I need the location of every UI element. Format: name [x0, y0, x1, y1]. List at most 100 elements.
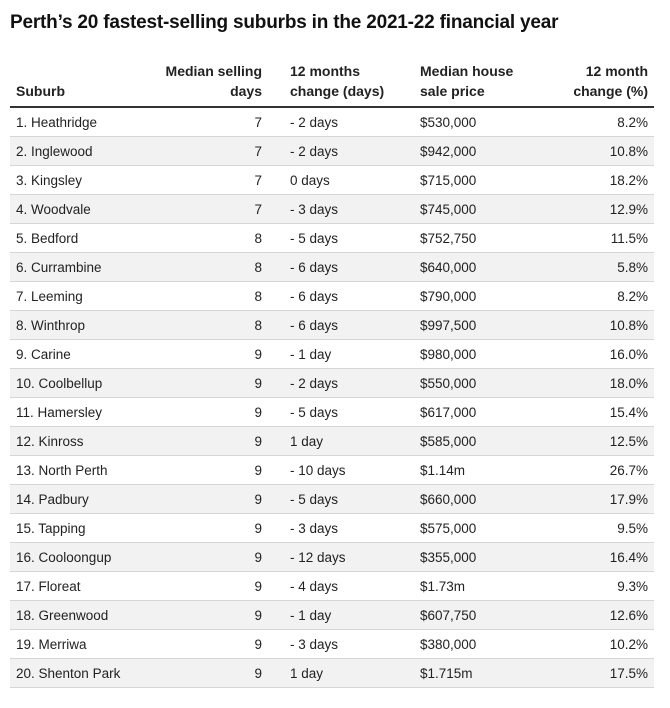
table-row: 19. Merriwa 9- 3 days $380,000 10.2%	[10, 630, 654, 659]
cell-median-selling-days: 7	[150, 195, 268, 224]
table-row: 7. Leeming 8- 6 days $790,000 8.2%	[10, 282, 654, 311]
header-median-selling-days: Median selling days	[150, 61, 268, 107]
header-12-months-change-days: 12 months change (days)	[268, 61, 398, 107]
cell-median-house-sale-price: $997,500	[398, 311, 548, 340]
cell-12-month-change-pct: 18.2%	[548, 166, 654, 195]
table-row: 12. Kinross 9 1 day $585,000 12.5%	[10, 427, 654, 456]
cell-median-selling-days: 9	[150, 601, 268, 630]
cell-median-selling-days: 8	[150, 224, 268, 253]
cell-12-month-change-pct: 10.8%	[548, 137, 654, 166]
cell-median-selling-days: 9	[150, 659, 268, 688]
cell-median-selling-days: 8	[150, 311, 268, 340]
cell-12-month-change-pct: 8.2%	[548, 107, 654, 137]
cell-suburb: 2. Inglewood	[10, 137, 150, 166]
cell-suburb: 17. Floreat	[10, 572, 150, 601]
cell-median-selling-days: 8	[150, 282, 268, 311]
cell-median-house-sale-price: $1.715m	[398, 659, 548, 688]
cell-suburb: 6. Currambine	[10, 253, 150, 282]
cell-12-month-change-pct: 12.9%	[548, 195, 654, 224]
cell-median-house-sale-price: $585,000	[398, 427, 548, 456]
cell-12-months-change-days: - 2 days	[268, 107, 398, 137]
cell-12-month-change-pct: 10.8%	[548, 311, 654, 340]
cell-median-house-sale-price: $355,000	[398, 543, 548, 572]
data-table: Suburb Median selling days 12 months cha…	[10, 61, 654, 688]
cell-median-selling-days: 9	[150, 572, 268, 601]
cell-suburb: 13. North Perth	[10, 456, 150, 485]
cell-suburb: 1. Heathridge	[10, 107, 150, 137]
cell-median-selling-days: 9	[150, 398, 268, 427]
table-row: 8. Winthrop 8- 6 days $997,500 10.8%	[10, 311, 654, 340]
cell-median-house-sale-price: $617,000	[398, 398, 548, 427]
table-row: 4. Woodvale 7- 3 days $745,000 12.9%	[10, 195, 654, 224]
table-row: 1. Heathridge 7- 2 days $530,000 8.2%	[10, 107, 654, 137]
cell-median-selling-days: 9	[150, 456, 268, 485]
cell-median-house-sale-price: $1.73m	[398, 572, 548, 601]
table-body: 1. Heathridge 7- 2 days $530,000 8.2% 2. Ing…	[10, 107, 654, 688]
cell-median-selling-days: 9	[150, 369, 268, 398]
cell-12-months-change-days: - 3 days	[268, 195, 398, 224]
cell-suburb: 20. Shenton Park	[10, 659, 150, 688]
cell-suburb: 12. Kinross	[10, 427, 150, 456]
table-row: 2. Inglewood 7- 2 days $942,000 10.8%	[10, 137, 654, 166]
cell-median-house-sale-price: $660,000	[398, 485, 548, 514]
table-row: 9. Carine 9- 1 day $980,000 16.0%	[10, 340, 654, 369]
cell-suburb: 19. Merriwa	[10, 630, 150, 659]
cell-suburb: 11. Hamersley	[10, 398, 150, 427]
header-row: Suburb Median selling days 12 months cha…	[10, 61, 654, 107]
cell-12-months-change-days: - 1 day	[268, 340, 398, 369]
table-card: Perth’s 20 fastest-selling suburbs in th…	[0, 0, 670, 688]
cell-median-house-sale-price: $1.14m	[398, 456, 548, 485]
cell-suburb: 4. Woodvale	[10, 195, 150, 224]
cell-12-month-change-pct: 9.5%	[548, 514, 654, 543]
header-median-house-sale-price: Median house sale price	[398, 61, 548, 107]
cell-12-month-change-pct: 16.0%	[548, 340, 654, 369]
cell-median-house-sale-price: $530,000	[398, 107, 548, 137]
cell-median-selling-days: 9	[150, 514, 268, 543]
cell-suburb: 5. Bedford	[10, 224, 150, 253]
cell-12-month-change-pct: 12.5%	[548, 427, 654, 456]
cell-median-house-sale-price: $752,750	[398, 224, 548, 253]
cell-median-selling-days: 9	[150, 340, 268, 369]
cell-12-month-change-pct: 8.2%	[548, 282, 654, 311]
cell-median-house-sale-price: $790,000	[398, 282, 548, 311]
cell-12-month-change-pct: 5.8%	[548, 253, 654, 282]
cell-median-house-sale-price: $550,000	[398, 369, 548, 398]
table-row: 13. North Perth 9- 10 days $1.14m 26.7%	[10, 456, 654, 485]
cell-12-month-change-pct: 26.7%	[548, 456, 654, 485]
cell-12-month-change-pct: 9.3%	[548, 572, 654, 601]
cell-12-months-change-days: - 4 days	[268, 572, 398, 601]
cell-12-month-change-pct: 12.6%	[548, 601, 654, 630]
cell-median-house-sale-price: $640,000	[398, 253, 548, 282]
cell-12-months-change-days: - 2 days	[268, 369, 398, 398]
cell-12-month-change-pct: 15.4%	[548, 398, 654, 427]
cell-12-months-change-days: - 10 days	[268, 456, 398, 485]
cell-12-months-change-days: 0 days	[268, 166, 398, 195]
cell-median-selling-days: 9	[150, 630, 268, 659]
cell-median-selling-days: 7	[150, 166, 268, 195]
cell-12-months-change-days: - 6 days	[268, 311, 398, 340]
cell-12-months-change-days: - 3 days	[268, 514, 398, 543]
cell-12-months-change-days: - 5 days	[268, 224, 398, 253]
table-row: 17. Floreat 9- 4 days $1.73m 9.3%	[10, 572, 654, 601]
cell-12-month-change-pct: 11.5%	[548, 224, 654, 253]
cell-suburb: 10. Coolbellup	[10, 369, 150, 398]
cell-12-months-change-days: - 6 days	[268, 253, 398, 282]
table-row: 18. Greenwood 9- 1 day $607,750 12.6%	[10, 601, 654, 630]
table-title: Perth’s 20 fastest-selling suburbs in th…	[10, 10, 654, 36]
table-row: 10. Coolbellup 9- 2 days $550,000 18.0%	[10, 369, 654, 398]
cell-median-selling-days: 9	[150, 427, 268, 456]
cell-suburb: 3. Kingsley	[10, 166, 150, 195]
cell-median-house-sale-price: $942,000	[398, 137, 548, 166]
cell-12-month-change-pct: 10.2%	[548, 630, 654, 659]
cell-median-house-sale-price: $380,000	[398, 630, 548, 659]
cell-12-months-change-days: - 12 days	[268, 543, 398, 572]
cell-median-house-sale-price: $715,000	[398, 166, 548, 195]
cell-median-selling-days: 9	[150, 485, 268, 514]
table-row: 5. Bedford 8- 5 days $752,750 11.5%	[10, 224, 654, 253]
cell-12-month-change-pct: 17.5%	[548, 659, 654, 688]
cell-median-house-sale-price: $607,750	[398, 601, 548, 630]
cell-median-selling-days: 7	[150, 137, 268, 166]
table-row: 14. Padbury 9- 5 days $660,000 17.9%	[10, 485, 654, 514]
cell-median-house-sale-price: $745,000	[398, 195, 548, 224]
cell-12-months-change-days: - 5 days	[268, 485, 398, 514]
